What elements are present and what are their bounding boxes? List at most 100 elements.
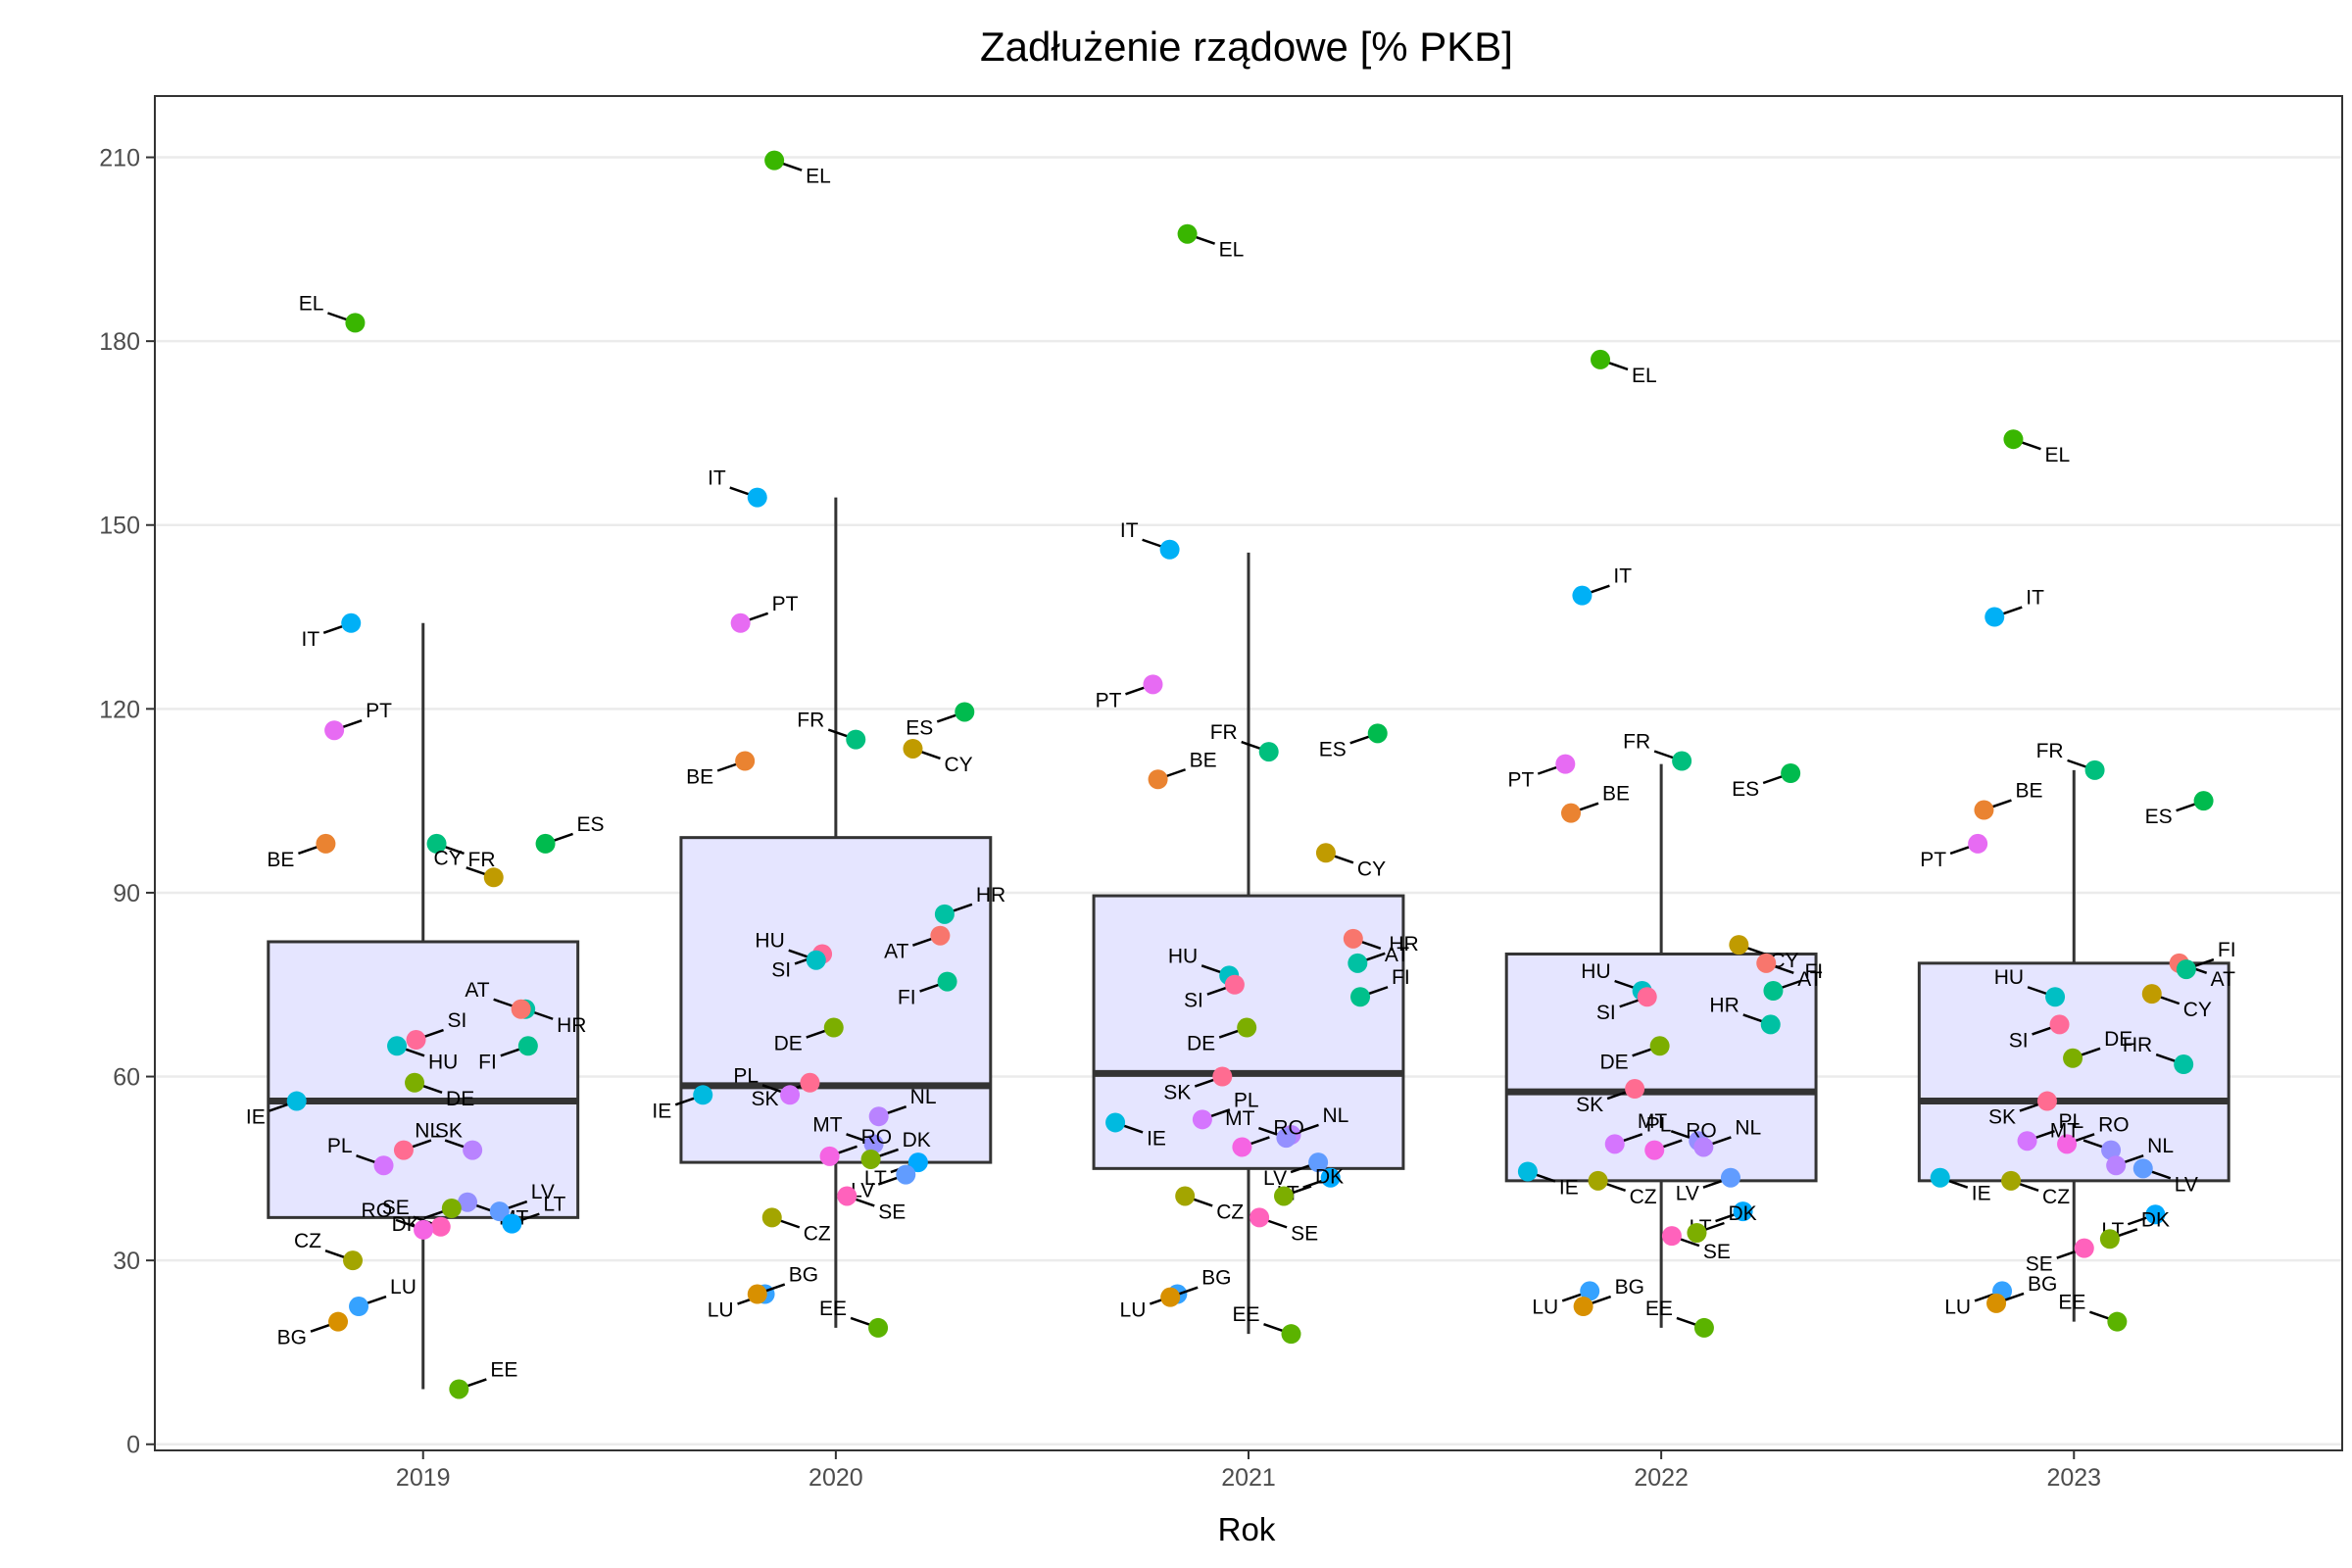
point-label: LU	[390, 1276, 416, 1298]
point-marker	[1625, 1079, 1645, 1100]
point-marker	[730, 612, 751, 633]
point-marker	[1105, 1112, 1126, 1133]
point-marker	[2174, 1054, 2194, 1075]
point-label: AT	[465, 979, 489, 1002]
data-point-AT-2019: AT	[465, 979, 531, 1019]
point-label: LV	[1676, 1183, 1699, 1205]
point-label: EL	[1219, 239, 1245, 262]
point-label: SI	[1596, 1002, 1616, 1024]
x-tick-label: 2022	[1634, 1464, 1689, 1492]
data-point-FI-2023: FI	[2176, 939, 2236, 980]
point-label: LV	[1263, 1167, 1287, 1190]
point-label: DE	[774, 1033, 803, 1055]
point-label: MT	[2050, 1120, 2080, 1143]
point-marker	[286, 1091, 307, 1111]
point-label: EL	[299, 292, 324, 315]
point-label: ES	[1732, 778, 1759, 801]
point-marker	[2084, 760, 2105, 780]
point-marker	[2141, 984, 2162, 1004]
data-point-SI-2021: SI	[1184, 974, 1245, 1012]
point-marker	[1192, 1109, 1212, 1130]
data-point-DK-2023: DK	[2099, 1208, 2170, 1250]
point-label: PL	[327, 1135, 353, 1157]
point-marker	[1561, 803, 1582, 823]
point-label: IE	[1972, 1183, 1991, 1205]
data-point-SE-2022: SE	[1661, 1226, 1731, 1263]
data-point-PT-2022: PT	[1507, 754, 1576, 792]
data-point-SE-2020: SE	[837, 1186, 906, 1223]
data-point-ES-2021: ES	[1319, 723, 1388, 760]
point-marker	[458, 1192, 478, 1212]
point-marker	[1343, 928, 1363, 949]
data-point-RO-2019: RO	[362, 1200, 434, 1240]
point-label: EL	[806, 166, 831, 188]
box-2020	[679, 497, 993, 1328]
point-marker	[2106, 1155, 2127, 1176]
point-marker	[343, 1250, 364, 1271]
point-marker	[393, 1140, 414, 1160]
point-marker	[937, 971, 957, 992]
point-marker	[1572, 585, 1592, 606]
data-point-EE-2022: EE	[1645, 1298, 1714, 1338]
data-point-IE-2022: IE	[1517, 1161, 1579, 1199]
point-marker	[328, 1311, 349, 1332]
data-point-IE-2023: IE	[1930, 1167, 1991, 1205]
point-label: PL	[2059, 1110, 2084, 1133]
point-label: DK	[903, 1129, 931, 1152]
point-label: SK	[1576, 1094, 1603, 1116]
point-marker	[800, 1072, 820, 1093]
data-point-DE-2021: DE	[1187, 1017, 1257, 1055]
y-axis: 0 30 60 90 120 150 180 210	[99, 145, 155, 1459]
point-label: SI	[2009, 1029, 2029, 1052]
y-tick-label: 30	[113, 1248, 140, 1275]
data-point-IT-2020: IT	[708, 467, 767, 508]
data-point-DE-2019: DE	[405, 1072, 474, 1110]
data-point-CY-2020: CY	[903, 738, 973, 776]
point-marker	[502, 1213, 522, 1234]
data-point-LV-2019: LV	[489, 1181, 555, 1222]
point-marker	[806, 950, 826, 970]
data-point-IE-2020: IE	[652, 1085, 713, 1122]
data-point-BG-2020: BG	[747, 1264, 818, 1304]
point-label: BE	[267, 849, 294, 871]
point-marker	[1148, 769, 1168, 790]
point-label: PT	[772, 593, 799, 615]
point-label: EL	[1632, 365, 1657, 387]
data-point-FI-2019: FI	[478, 1036, 538, 1073]
point-label: DK	[1315, 1165, 1344, 1188]
point-label: FI	[898, 987, 916, 1009]
point-marker	[1687, 1223, 1707, 1244]
point-marker	[1637, 987, 1657, 1007]
data-point-HU-2022: HU	[1581, 960, 1652, 1001]
point-label: CZ	[1216, 1200, 1244, 1223]
data-point-LT-2019: LT	[502, 1194, 565, 1234]
point-label: BE	[686, 765, 713, 788]
point-marker	[349, 1297, 369, 1317]
point-label: EE	[1232, 1303, 1259, 1326]
point-label: CY	[1357, 858, 1386, 880]
data-point-SK-2019: SK	[393, 1120, 463, 1160]
data-point-FI-2022: FI	[1763, 960, 1823, 1001]
data-point-DE-2023: DE	[2063, 1028, 2132, 1068]
point-marker	[1258, 742, 1279, 762]
data-point-SE-2023: SE	[2026, 1238, 2094, 1276]
point-marker	[780, 1085, 801, 1105]
point-marker	[1974, 800, 1994, 820]
data-point-SK-2021: SK	[1163, 1066, 1233, 1104]
point-label: PT	[1507, 769, 1534, 792]
point-marker	[1729, 935, 1749, 956]
point-label: IT	[1120, 519, 1139, 542]
point-marker	[930, 925, 951, 946]
data-point-FR-2022: FR	[1623, 730, 1692, 771]
point-label: SE	[878, 1200, 906, 1223]
data-point-PL-2019: PL	[327, 1135, 394, 1176]
point-marker	[406, 1030, 426, 1051]
point-label: LU	[1532, 1296, 1558, 1318]
point-label: HU	[428, 1051, 458, 1073]
point-marker	[1175, 1186, 1196, 1206]
point-label: PT	[1096, 689, 1122, 711]
point-label: DE	[1187, 1033, 1215, 1055]
data-point-IT-2021: IT	[1120, 519, 1180, 560]
point-label: IE	[1559, 1176, 1579, 1199]
point-label: SE	[382, 1197, 410, 1219]
